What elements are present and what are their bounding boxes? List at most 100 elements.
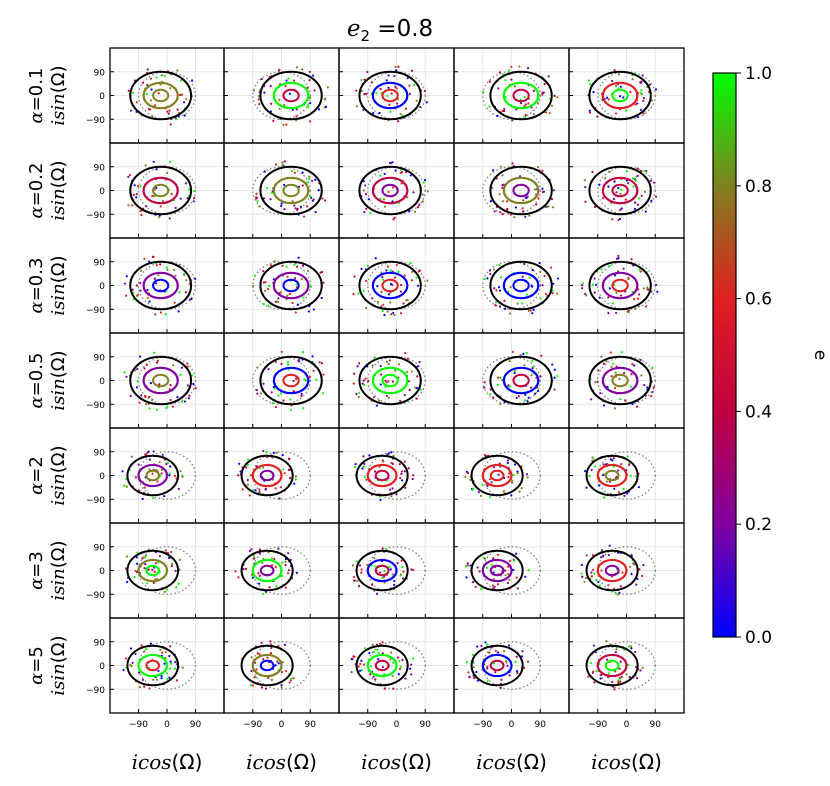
data-point bbox=[353, 372, 356, 375]
data-point bbox=[155, 264, 158, 267]
data-point bbox=[421, 200, 424, 203]
data-point bbox=[620, 351, 623, 354]
data-point bbox=[186, 365, 189, 368]
y-tick-label: 0 bbox=[99, 187, 105, 197]
data-point bbox=[271, 456, 274, 459]
orbit-curve bbox=[282, 373, 300, 388]
data-point bbox=[254, 675, 257, 679]
data-point bbox=[132, 193, 135, 197]
data-point bbox=[283, 208, 286, 211]
data-point bbox=[521, 650, 524, 653]
data-point bbox=[643, 170, 647, 173]
data-point bbox=[363, 383, 366, 387]
data-point bbox=[129, 173, 132, 177]
y-axis-label: isin(Ω) bbox=[48, 445, 69, 505]
data-point bbox=[588, 111, 592, 114]
data-point bbox=[272, 119, 275, 123]
data-point bbox=[358, 669, 362, 672]
data-point bbox=[276, 660, 279, 663]
data-point bbox=[481, 483, 484, 486]
data-point bbox=[501, 200, 505, 203]
x-tick-label: −90 bbox=[129, 720, 148, 730]
data-point bbox=[650, 99, 654, 102]
data-point bbox=[588, 474, 591, 478]
data-point bbox=[624, 198, 627, 201]
data-point bbox=[136, 184, 140, 188]
data-point bbox=[308, 70, 311, 74]
data-point bbox=[639, 169, 643, 172]
data-point bbox=[556, 374, 559, 378]
data-point bbox=[365, 92, 368, 96]
data-point bbox=[497, 286, 501, 289]
data-point bbox=[605, 640, 608, 643]
data-point bbox=[475, 670, 478, 674]
data-point bbox=[262, 281, 266, 284]
data-point bbox=[597, 369, 600, 372]
data-point bbox=[400, 559, 403, 562]
separatrix-curve bbox=[240, 549, 294, 592]
data-point bbox=[493, 585, 496, 589]
data-point bbox=[308, 79, 311, 82]
data-point bbox=[145, 403, 148, 406]
data-point bbox=[383, 172, 386, 176]
panel-r5-c1: 90 0 −90 bbox=[86, 427, 225, 524]
data-point bbox=[283, 643, 287, 647]
data-point bbox=[163, 662, 166, 665]
data-point bbox=[619, 85, 622, 88]
data-point bbox=[377, 651, 380, 654]
data-point bbox=[362, 379, 365, 382]
data-point bbox=[124, 657, 128, 660]
orbit-curve bbox=[371, 271, 409, 300]
data-point bbox=[175, 118, 178, 121]
data-point bbox=[271, 401, 274, 405]
data-point bbox=[496, 583, 500, 586]
data-point bbox=[393, 314, 396, 317]
data-point bbox=[584, 186, 587, 189]
data-point bbox=[585, 576, 588, 580]
reference-circle bbox=[252, 166, 311, 215]
data-point bbox=[602, 362, 606, 365]
data-point bbox=[321, 197, 324, 200]
data-point bbox=[281, 164, 284, 167]
data-point bbox=[309, 96, 312, 100]
data-point bbox=[246, 478, 249, 482]
data-point bbox=[581, 575, 584, 578]
data-point bbox=[376, 300, 380, 303]
data-point bbox=[500, 678, 503, 681]
data-point bbox=[371, 297, 374, 300]
data-point bbox=[585, 486, 588, 489]
panel-r6-c1: 90 0 −90 bbox=[86, 522, 225, 619]
data-point bbox=[280, 362, 283, 365]
data-point bbox=[641, 74, 644, 77]
y-tick-label: −90 bbox=[86, 211, 105, 221]
data-point bbox=[144, 395, 147, 399]
data-point bbox=[501, 183, 504, 187]
colorbar-tick-label: 1.0 bbox=[745, 64, 772, 84]
orbit-curve bbox=[371, 176, 409, 205]
data-point bbox=[411, 477, 414, 481]
panel-r2-c2 bbox=[223, 142, 340, 239]
orbit-curve bbox=[601, 271, 639, 300]
orbit-curve bbox=[489, 564, 505, 577]
data-point bbox=[135, 386, 138, 389]
data-point bbox=[373, 470, 377, 473]
data-point bbox=[125, 485, 128, 488]
data-point bbox=[375, 92, 378, 95]
data-point bbox=[389, 658, 392, 661]
data-point bbox=[498, 305, 502, 308]
data-point bbox=[390, 495, 393, 498]
separatrix-curve bbox=[259, 355, 323, 406]
reference-circle bbox=[482, 261, 541, 310]
data-point bbox=[148, 108, 152, 111]
y-tick-label: 0 bbox=[99, 567, 105, 577]
data-point bbox=[499, 211, 502, 214]
data-point bbox=[626, 310, 629, 313]
data-point bbox=[371, 643, 375, 646]
data-point bbox=[363, 210, 366, 214]
data-point bbox=[608, 480, 611, 483]
data-point bbox=[397, 673, 400, 676]
data-point bbox=[306, 104, 309, 107]
data-point bbox=[413, 83, 416, 86]
panel-r6-c2 bbox=[223, 522, 340, 619]
data-point bbox=[620, 463, 623, 466]
